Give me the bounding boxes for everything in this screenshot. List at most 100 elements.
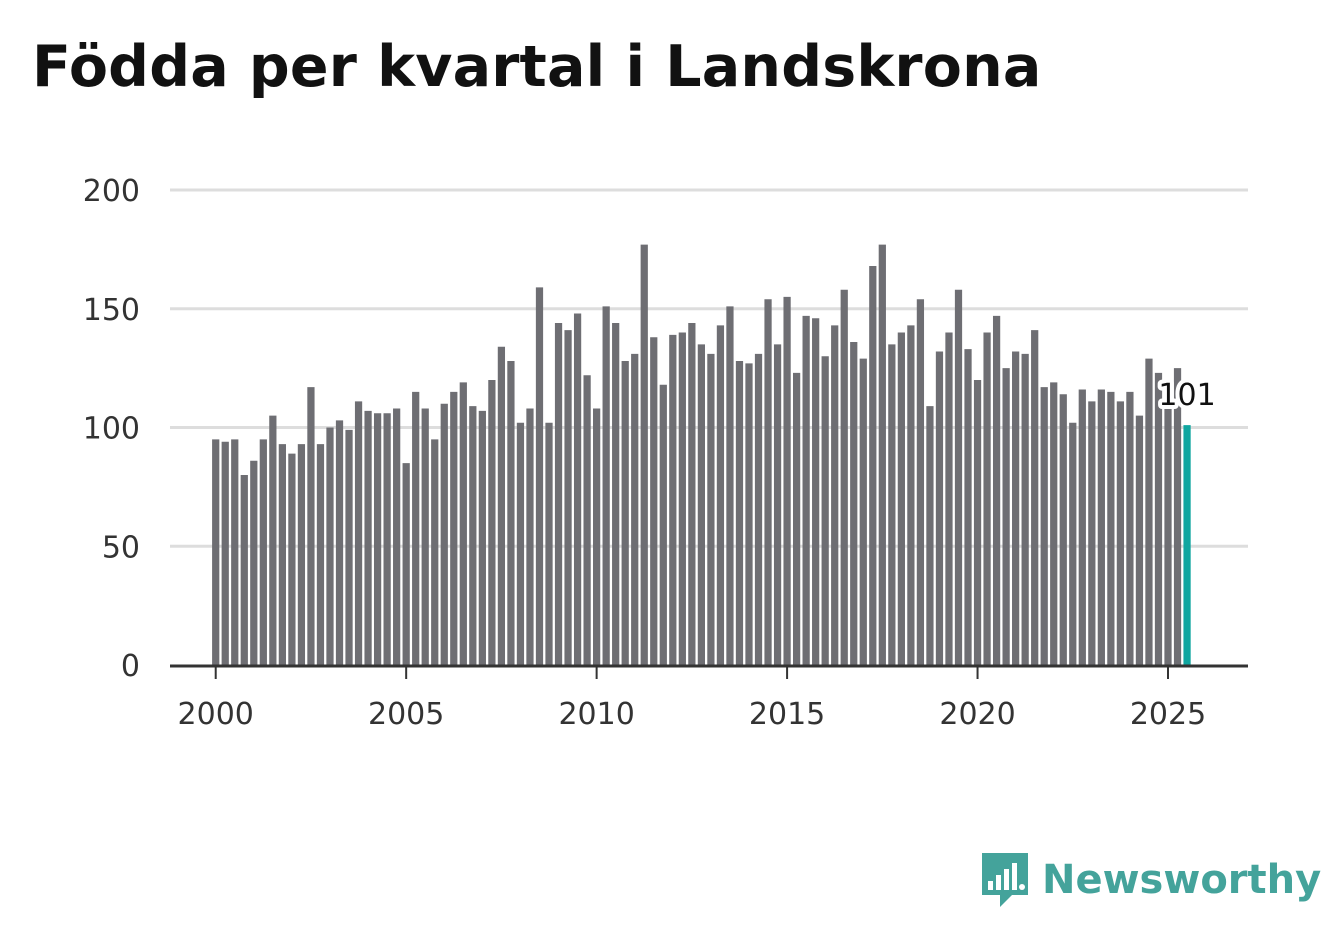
bar: [564, 330, 572, 665]
bar: [573, 313, 582, 665]
bar: [1012, 351, 1020, 665]
bar: [878, 244, 886, 665]
bar: [992, 315, 1001, 665]
bar: [964, 349, 972, 665]
bar: [259, 439, 267, 665]
bar: [316, 444, 325, 665]
bar: [269, 415, 277, 665]
x-tick-label: 2000: [178, 697, 254, 732]
bar: [354, 401, 363, 665]
bar: [288, 453, 296, 665]
bar: [783, 296, 791, 665]
y-tick-label: 0: [121, 649, 140, 684]
x-tick-label: 2020: [939, 697, 1015, 732]
bar: [278, 444, 286, 665]
bar: [697, 344, 706, 665]
bar: [678, 332, 686, 665]
bar: [1173, 368, 1182, 665]
bar: [1031, 330, 1039, 665]
bar: [1040, 387, 1048, 665]
bar: [373, 413, 382, 665]
bar: [1097, 389, 1105, 665]
bar: [840, 289, 848, 665]
bar: [526, 408, 534, 665]
bar: [954, 289, 963, 665]
bar: [983, 332, 991, 665]
bar: [459, 382, 467, 665]
bar: [726, 306, 734, 665]
chart-title: Födda per kvartal i Landskrona: [32, 34, 1042, 100]
bar: [497, 346, 506, 665]
bar: [393, 408, 401, 665]
bar: [516, 422, 525, 665]
bar: [973, 380, 982, 665]
y-axis: 0 50 100 150 200: [83, 174, 140, 684]
bar: [754, 353, 763, 665]
highlight-data-label: 101: [1158, 378, 1215, 413]
bar: [488, 380, 496, 665]
bar: [650, 337, 658, 665]
x-tick-label: 2005: [368, 697, 444, 732]
bar: [469, 406, 477, 665]
bar: [1002, 368, 1010, 665]
bar: [773, 344, 782, 665]
bar: [593, 408, 601, 665]
bar: [802, 315, 810, 665]
bar: [621, 361, 629, 665]
x-tick-label: 2015: [749, 697, 825, 732]
bar: [231, 439, 239, 665]
bar: [507, 361, 515, 665]
bar: [1126, 391, 1134, 665]
bar: [1069, 422, 1077, 665]
bar: [478, 410, 486, 665]
bar: [535, 287, 544, 665]
x-axis: 2000 2005 2010 2015 2020 2025: [170, 664, 1248, 732]
bar-highlight: [1183, 425, 1191, 665]
bar: [364, 410, 372, 665]
x-tick-label: 2025: [1130, 697, 1206, 732]
bar: [1116, 401, 1125, 665]
bar: [764, 299, 772, 665]
bar: [716, 325, 725, 665]
bar: [850, 342, 858, 665]
bar: [792, 372, 801, 665]
x-tick-label: 2010: [558, 697, 634, 732]
bar: [640, 244, 648, 665]
bar: [250, 460, 258, 665]
bar: [1164, 387, 1172, 665]
bar: [869, 266, 877, 665]
bar: [707, 353, 715, 665]
y-tick-label: 50: [102, 530, 140, 565]
bar: [545, 422, 553, 665]
bar: [1050, 382, 1058, 665]
bar: [612, 323, 620, 665]
bar: [402, 463, 410, 665]
bar: [221, 441, 229, 665]
bar: [688, 323, 696, 665]
bar: [431, 439, 439, 665]
bar: [450, 391, 458, 665]
bar: [440, 403, 448, 665]
bar: [859, 358, 867, 665]
bar-chart: 0 50 100 150 200 2000 2005 2010 2015 2020 2025 10…: [83, 174, 1248, 732]
bar: [1135, 415, 1144, 665]
y-tick-label: 100: [83, 412, 140, 447]
bar: [1078, 389, 1086, 665]
bar: [1154, 372, 1163, 665]
bar: [926, 406, 934, 665]
bar: [602, 306, 610, 665]
bar: [745, 363, 753, 665]
y-tick-label: 200: [83, 174, 140, 209]
bar: [1107, 391, 1115, 665]
bar: [1088, 401, 1096, 665]
bar: [383, 413, 391, 665]
bar: [212, 439, 220, 665]
bar: [1021, 353, 1029, 665]
bar: [1145, 358, 1153, 665]
y-tick-label: 150: [83, 293, 140, 328]
bar: [669, 334, 677, 665]
bar: [1059, 394, 1067, 665]
bar: [821, 356, 829, 665]
bar: [907, 325, 915, 665]
bar: [345, 429, 353, 665]
